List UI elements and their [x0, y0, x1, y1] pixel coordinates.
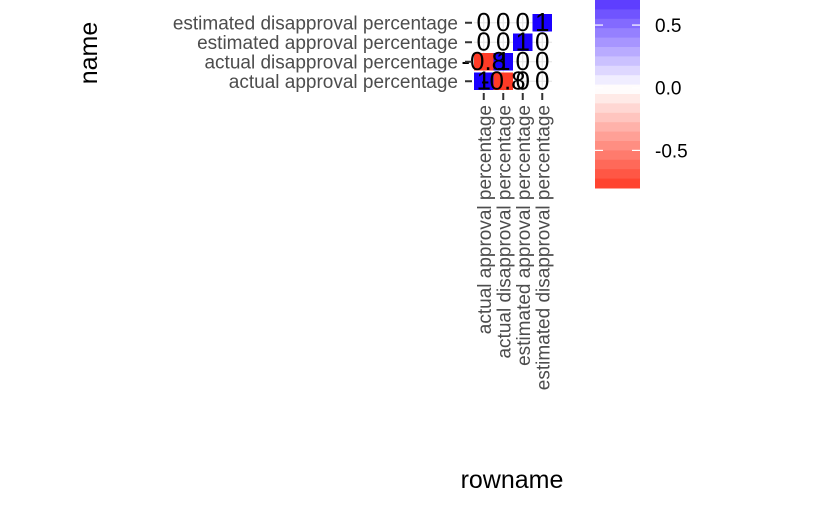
legend-color-step	[595, 141, 640, 151]
legend-color-step	[595, 37, 640, 48]
x-tick-label: actual approval percentage	[475, 105, 496, 334]
cell-value-label: 0	[496, 26, 510, 56]
x-tick-label: actual disapproval percentage	[494, 105, 515, 359]
y-axis-title: name	[75, 22, 103, 85]
heatmap-cell	[493, 53, 513, 71]
x-axis-title: rowname	[461, 466, 564, 494]
cell-value-label: 0	[516, 65, 530, 95]
legend-color-step	[595, 75, 640, 86]
legend-color-step	[595, 178, 640, 189]
legend-color-step	[595, 28, 640, 39]
cell-value-label: 0	[477, 26, 491, 56]
legend-tick-label: -0.5	[655, 141, 688, 162]
legend-color-step	[595, 0, 640, 10]
heatmap-cell	[493, 72, 513, 90]
y-tick-label: actual approval percentage	[229, 72, 458, 93]
legend-color-step	[595, 150, 640, 161]
heatmap-cell	[474, 53, 494, 71]
x-tick-label: estimated disapproval percentage	[533, 105, 554, 390]
legend-color-step	[595, 65, 640, 76]
cell-value-label: 0	[516, 7, 530, 37]
cell-value-label: 1	[535, 7, 549, 37]
plot-area: 1-0.80 0-0.81 0 00 0 1 00 0 0 1	[461, 7, 552, 95]
cell-value-label: 0	[516, 46, 530, 76]
y-tick-label: estimated approval percentage	[197, 33, 458, 54]
cell-value-label: 1	[516, 26, 530, 56]
cell-value-label: 0	[477, 7, 491, 37]
legend-tick-label: 0.0	[655, 79, 681, 100]
legend-color-step	[595, 9, 640, 20]
legend-tick-label: 0.5	[655, 16, 681, 37]
heatmap-cell	[532, 14, 552, 32]
cell-value-label: 0	[535, 46, 549, 76]
x-tick-label: estimated approval percentage	[514, 105, 535, 366]
legend-color-step	[595, 56, 640, 67]
cell-value-label: 1	[477, 65, 491, 95]
cell-value-label: 0	[535, 26, 549, 56]
legend-color-step	[595, 94, 640, 104]
cell-value-label: 0	[535, 65, 549, 95]
cell-value-label: 1	[496, 46, 510, 76]
legend: 0.5 0.0 -0.5	[595, 0, 688, 189]
y-tick-label: estimated disapproval percentage	[173, 13, 458, 34]
cell-value-label: -0.8	[481, 65, 526, 95]
legend-color-step	[595, 159, 640, 170]
legend-color-step	[595, 169, 640, 180]
legend-color-step	[595, 112, 640, 123]
legend-color-step	[595, 131, 640, 142]
heatmap-cell	[513, 33, 533, 51]
legend-color-step	[595, 18, 640, 29]
heatmap-cell	[474, 72, 494, 90]
y-tick-label: actual disapproval percentage	[204, 52, 458, 73]
cell-value-label: 0	[496, 7, 510, 37]
legend-color-step	[595, 122, 640, 133]
legend-color-step	[595, 47, 640, 57]
legend-color-step	[595, 103, 640, 114]
legend-color-step	[595, 84, 640, 95]
